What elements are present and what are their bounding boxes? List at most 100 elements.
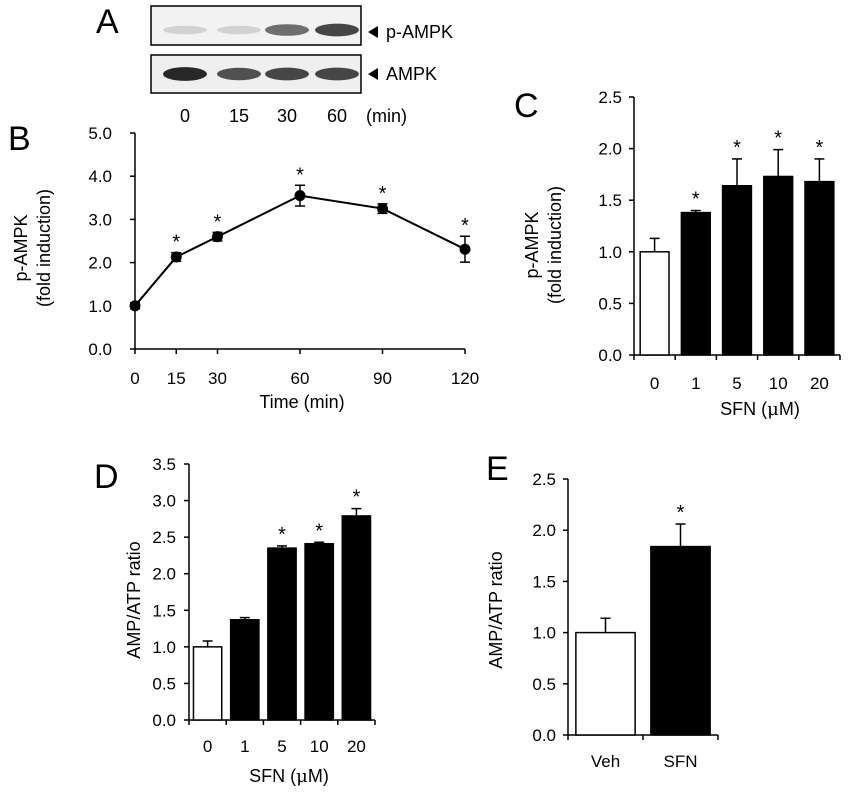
bar <box>575 631 636 736</box>
chart-d-xlabel-prefix: SFN ( <box>249 766 296 786</box>
y-tick-label: 2.5 <box>152 528 176 547</box>
blot-bands-ampk <box>163 67 359 81</box>
x-tick-label: 20 <box>810 374 829 393</box>
chart-c-xlabel: SFN (μM) <box>720 399 800 420</box>
blot-band <box>163 67 207 81</box>
y-tick-label: 3.0 <box>152 492 176 511</box>
blot-band <box>315 67 359 81</box>
y-tick-label: 2.0 <box>152 565 176 584</box>
chart-c-xlabel-suffix: M) <box>779 399 800 419</box>
y-tick-label: 2.5 <box>598 88 622 107</box>
chart-e-veh-vs-sfn: AMP/ATP ratio 0.0 0.5 1.0 1.5 2.0 2.5 Veh SFN * <box>486 470 719 771</box>
bar <box>267 547 297 721</box>
significance-marker: * <box>733 137 741 159</box>
y-tick-label: 2.0 <box>532 521 556 540</box>
x-tick-label: 15 <box>167 369 186 388</box>
arrow-ampk <box>368 68 378 80</box>
bar <box>304 542 335 721</box>
y-tick-label: 0.0 <box>598 346 622 365</box>
panel-letter-d: D <box>94 458 119 496</box>
lane-label: 0 <box>180 106 190 126</box>
blot-strip-ampk <box>150 54 362 94</box>
significance-marker: * <box>774 128 782 150</box>
x-tick-label: 0 <box>130 369 139 388</box>
blot-band <box>217 67 261 81</box>
western-blot: p-AMPK AMPK 0 15 30 60 (min) <box>150 5 453 126</box>
y-tick-label: 0.5 <box>598 294 622 313</box>
blot-band <box>265 24 309 36</box>
bar <box>680 211 711 356</box>
blot-band <box>163 25 207 35</box>
blot-strip-p-ampk <box>150 5 362 46</box>
y-tick-label: 5.0 <box>88 124 112 143</box>
y-tick-label: 1.0 <box>598 243 622 262</box>
significance-marker: * <box>278 524 286 546</box>
y-tick-label: 1.5 <box>152 601 176 620</box>
data-point <box>377 203 388 215</box>
lane-unit-label: (min) <box>366 106 407 126</box>
x-tick-label: 5 <box>732 374 741 393</box>
series-line <box>134 194 466 307</box>
x-tick-label: 10 <box>310 737 329 756</box>
bar <box>192 646 223 721</box>
blot-bands-p-ampk <box>163 23 359 37</box>
blot-band <box>315 23 359 37</box>
y-tick-label: 1.0 <box>532 624 556 643</box>
panel-letter-b: B <box>8 120 31 158</box>
chart-c-xlabel-prefix: SFN ( <box>720 399 767 419</box>
y-tick-label: 4.0 <box>88 167 112 186</box>
y-tick-label: 3.0 <box>88 210 112 229</box>
panel-letter-e: E <box>486 450 509 488</box>
chart-c-sfn-p-ampk: p-AMPK (fold induction) SFN (μM) 0.0 0.5 1… <box>522 88 841 420</box>
y-tick-label: 1.5 <box>532 572 556 591</box>
significance-marker: * <box>677 502 685 524</box>
y-tick-label: 1.0 <box>88 297 112 316</box>
y-tick-label: 0.0 <box>88 340 112 359</box>
bar <box>639 251 670 356</box>
x-tick-label: 60 <box>291 369 310 388</box>
significance-marker: * <box>172 232 180 254</box>
y-tick-label: 1.5 <box>598 191 622 210</box>
y-tick-label: 2.0 <box>88 254 112 273</box>
x-tick-label: 1 <box>240 737 249 756</box>
blot-band <box>217 25 261 35</box>
x-tick-label: 0 <box>203 737 212 756</box>
significance-marker: * <box>692 189 700 211</box>
chart-b-ylabel: p-AMPK <box>11 214 31 281</box>
data-point <box>212 231 223 243</box>
blot-label-p-ampk: p-AMPK <box>386 22 453 42</box>
significance-marker: * <box>315 520 323 542</box>
x-tick-label: SFN <box>664 752 698 771</box>
x-tick-label: 90 <box>373 369 392 388</box>
data-point <box>129 300 141 312</box>
y-tick-label: 0.5 <box>152 674 176 693</box>
bar <box>763 175 794 356</box>
chart-d-ylabel: AMP/ATP ratio <box>124 541 144 658</box>
data-point <box>170 251 182 263</box>
arrow-p-ampk <box>368 26 378 38</box>
significance-marker: * <box>214 211 222 233</box>
x-tick-label: 1 <box>691 374 700 393</box>
chart-d-sfn-amp-atp: AMP/ATP ratio SFN (μM) 0.0 0.5 1.0 1.5 2.0 2.… <box>124 455 376 787</box>
data-point <box>294 190 306 202</box>
x-tick-label: 20 <box>347 737 366 756</box>
lane-label: 15 <box>229 106 249 126</box>
chart-c-ylabel: p-AMPK <box>522 211 542 278</box>
panel-letter-c: C <box>514 87 539 125</box>
panel-letter-a: A <box>96 3 119 41</box>
bar <box>650 545 711 736</box>
chart-e-ylabel: AMP/ATP ratio <box>486 551 506 668</box>
x-tick-label: Veh <box>591 752 620 771</box>
chart-b-ylabel-units: (fold induction) <box>34 189 54 307</box>
lane-label: 30 <box>277 106 297 126</box>
significance-marker: * <box>816 137 824 159</box>
significance-marker: * <box>379 183 387 205</box>
y-tick-label: 2.5 <box>532 470 556 489</box>
y-tick-label: 2.0 <box>598 140 622 159</box>
bar <box>341 515 372 721</box>
blot-label-ampk: AMPK <box>386 64 437 84</box>
y-tick-label: 0.5 <box>532 675 556 694</box>
significance-marker: * <box>296 164 304 186</box>
y-tick-label: 1.0 <box>152 638 176 657</box>
